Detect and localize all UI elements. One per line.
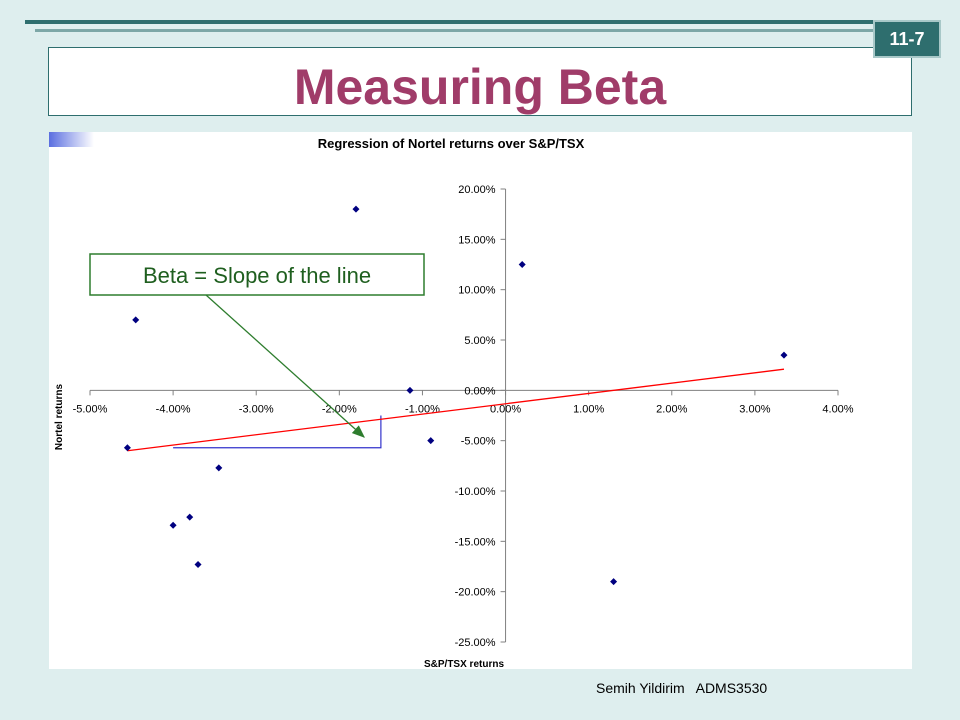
x-tick-label: 3.00%	[739, 403, 770, 415]
data-point	[169, 521, 177, 529]
data-point	[194, 560, 202, 568]
data-point	[215, 464, 223, 472]
data-point	[352, 205, 360, 213]
callout-arrow	[205, 294, 365, 438]
data-point	[780, 351, 788, 359]
chart-corner-gradient	[49, 132, 94, 147]
x-tick-label: -1.00%	[405, 403, 440, 415]
slide-number-badge: 11-7	[873, 20, 941, 58]
y-tick-label: -10.00%	[455, 486, 496, 498]
scatter-chart: Regression of Nortel returns over S&P/TS…	[54, 136, 854, 669]
chart-background	[49, 132, 912, 669]
y-tick-label: 10.00%	[458, 285, 496, 297]
footer-course: ADMS3530	[695, 680, 768, 696]
slide-title: Measuring Beta	[293, 59, 667, 115]
footer: Semih Yildirim ADMS3530	[596, 680, 767, 696]
y-tick-label: 5.00%	[464, 335, 495, 347]
callout-box	[89, 253, 425, 296]
y-axis-label: Nortel returns	[54, 384, 65, 451]
data-point	[610, 578, 618, 586]
x-axis-label: S&P/TSX returns	[424, 659, 504, 669]
data-point	[123, 444, 131, 452]
y-tick-label: -5.00%	[461, 436, 496, 448]
top-decor-bar	[25, 20, 940, 24]
x-tick-label: 4.00%	[822, 403, 853, 415]
footer-author: Semih Yildirim	[596, 680, 685, 696]
y-tick-label: 20.00%	[458, 184, 496, 196]
y-tick-label: 15.00%	[458, 234, 496, 246]
x-tick-label: -4.00%	[156, 403, 191, 415]
x-tick-label: -3.00%	[239, 403, 274, 415]
data-point	[518, 261, 526, 268]
x-tick-label: 1.00%	[573, 403, 604, 415]
y-tick-label: -20.00%	[455, 587, 496, 599]
callout-text: Beta = Slope of the line	[143, 263, 371, 288]
top-decor-bar-thin	[35, 29, 940, 32]
x-tick-label: -5.00%	[73, 403, 108, 415]
x-tick-label: 0.00%	[490, 403, 521, 415]
x-tick-label: -2.00%	[322, 403, 357, 415]
x-tick-label: 2.00%	[656, 403, 687, 415]
data-point	[186, 513, 194, 521]
title-box: Measuring Beta	[48, 47, 912, 116]
y-tick-label: 0.00%	[464, 385, 495, 397]
data-point	[406, 386, 414, 394]
slope-guide	[173, 415, 382, 449]
chart-title: Regression of Nortel returns over S&P/TS…	[318, 136, 585, 151]
data-point	[132, 316, 140, 324]
data-point	[427, 437, 435, 445]
regression-line	[127, 368, 785, 452]
y-tick-label: -25.00%	[455, 637, 496, 649]
y-tick-label: -15.00%	[455, 536, 496, 548]
